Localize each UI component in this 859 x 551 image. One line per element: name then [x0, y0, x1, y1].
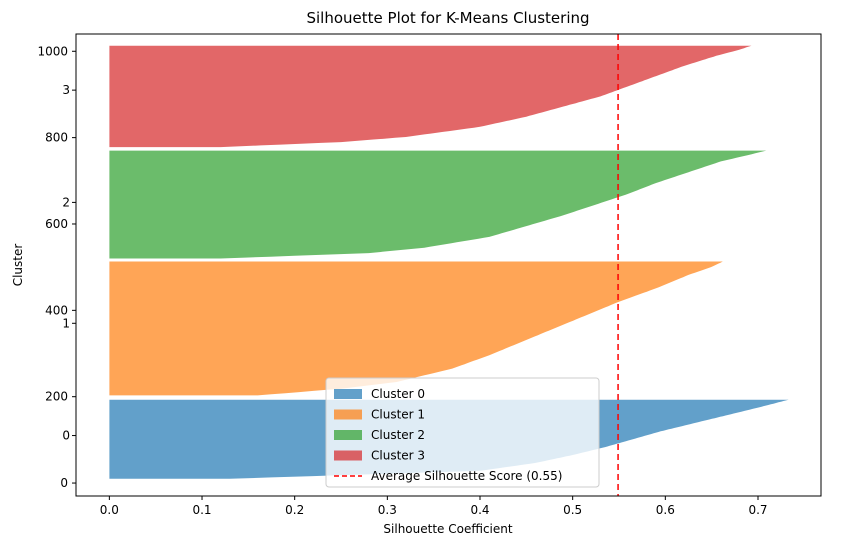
cluster-2-label: 2 — [62, 195, 70, 209]
legend-swatch — [334, 450, 362, 461]
x-tick-label: 0.5 — [563, 503, 582, 517]
y-axis-label: Cluster — [11, 244, 25, 287]
x-axis-label: Silhouette Coefficient — [383, 522, 512, 536]
legend-entry-label: Average Silhouette Score (0.55) — [371, 469, 562, 483]
legend: Cluster 0 Cluster 1 Cluster 2 Cluster 3 Aver… — [325, 377, 600, 488]
cluster-3-silhouette — [109, 45, 752, 148]
cluster-0-label: 0 — [62, 429, 70, 443]
x-tick-label: 0.1 — [192, 503, 211, 517]
legend-swatch — [334, 409, 362, 420]
cluster-labels: 0 1 2 3 — [62, 83, 76, 443]
cluster-2-silhouette — [109, 150, 767, 259]
y-tick-label: 400 — [45, 303, 68, 317]
legend-swatch — [334, 389, 362, 399]
y-tick-label: 0 — [60, 476, 68, 490]
x-tick-label: 0.3 — [378, 503, 397, 517]
legend-swatch — [334, 430, 362, 440]
y-tick-label: 1000 — [37, 44, 68, 58]
chart-title: Silhouette Plot for K-Means Clustering — [306, 9, 589, 27]
cluster-1-silhouette — [109, 261, 723, 396]
legend-entry-label: Cluster 3 — [371, 449, 425, 463]
plot-frame — [75, 33, 822, 497]
x-tick-label: 0.4 — [470, 503, 489, 517]
y-tick-label: 200 — [45, 390, 68, 404]
x-tick-label: 0.7 — [748, 503, 767, 517]
x-tick-label: 0.2 — [285, 503, 304, 517]
legend-box — [325, 377, 600, 488]
cluster-1-label: 1 — [62, 316, 70, 330]
legend-entry-label: Cluster 0 — [371, 387, 425, 401]
cluster-3-label: 3 — [62, 83, 70, 97]
x-tick-label: 0.6 — [656, 503, 675, 517]
x-tick-label: 0.0 — [100, 503, 119, 517]
x-axis-ticks: 0.0 0.1 0.2 0.3 0.4 0.5 0.6 0.7 — [100, 496, 768, 517]
legend-entry-label: Cluster 1 — [371, 408, 425, 422]
legend-entry-label: Cluster 2 — [371, 428, 425, 442]
y-tick-label: 600 — [45, 217, 68, 231]
y-tick-label: 800 — [45, 131, 68, 145]
y-axis-ticks: 0 200 400 600 800 1000 — [37, 44, 76, 490]
